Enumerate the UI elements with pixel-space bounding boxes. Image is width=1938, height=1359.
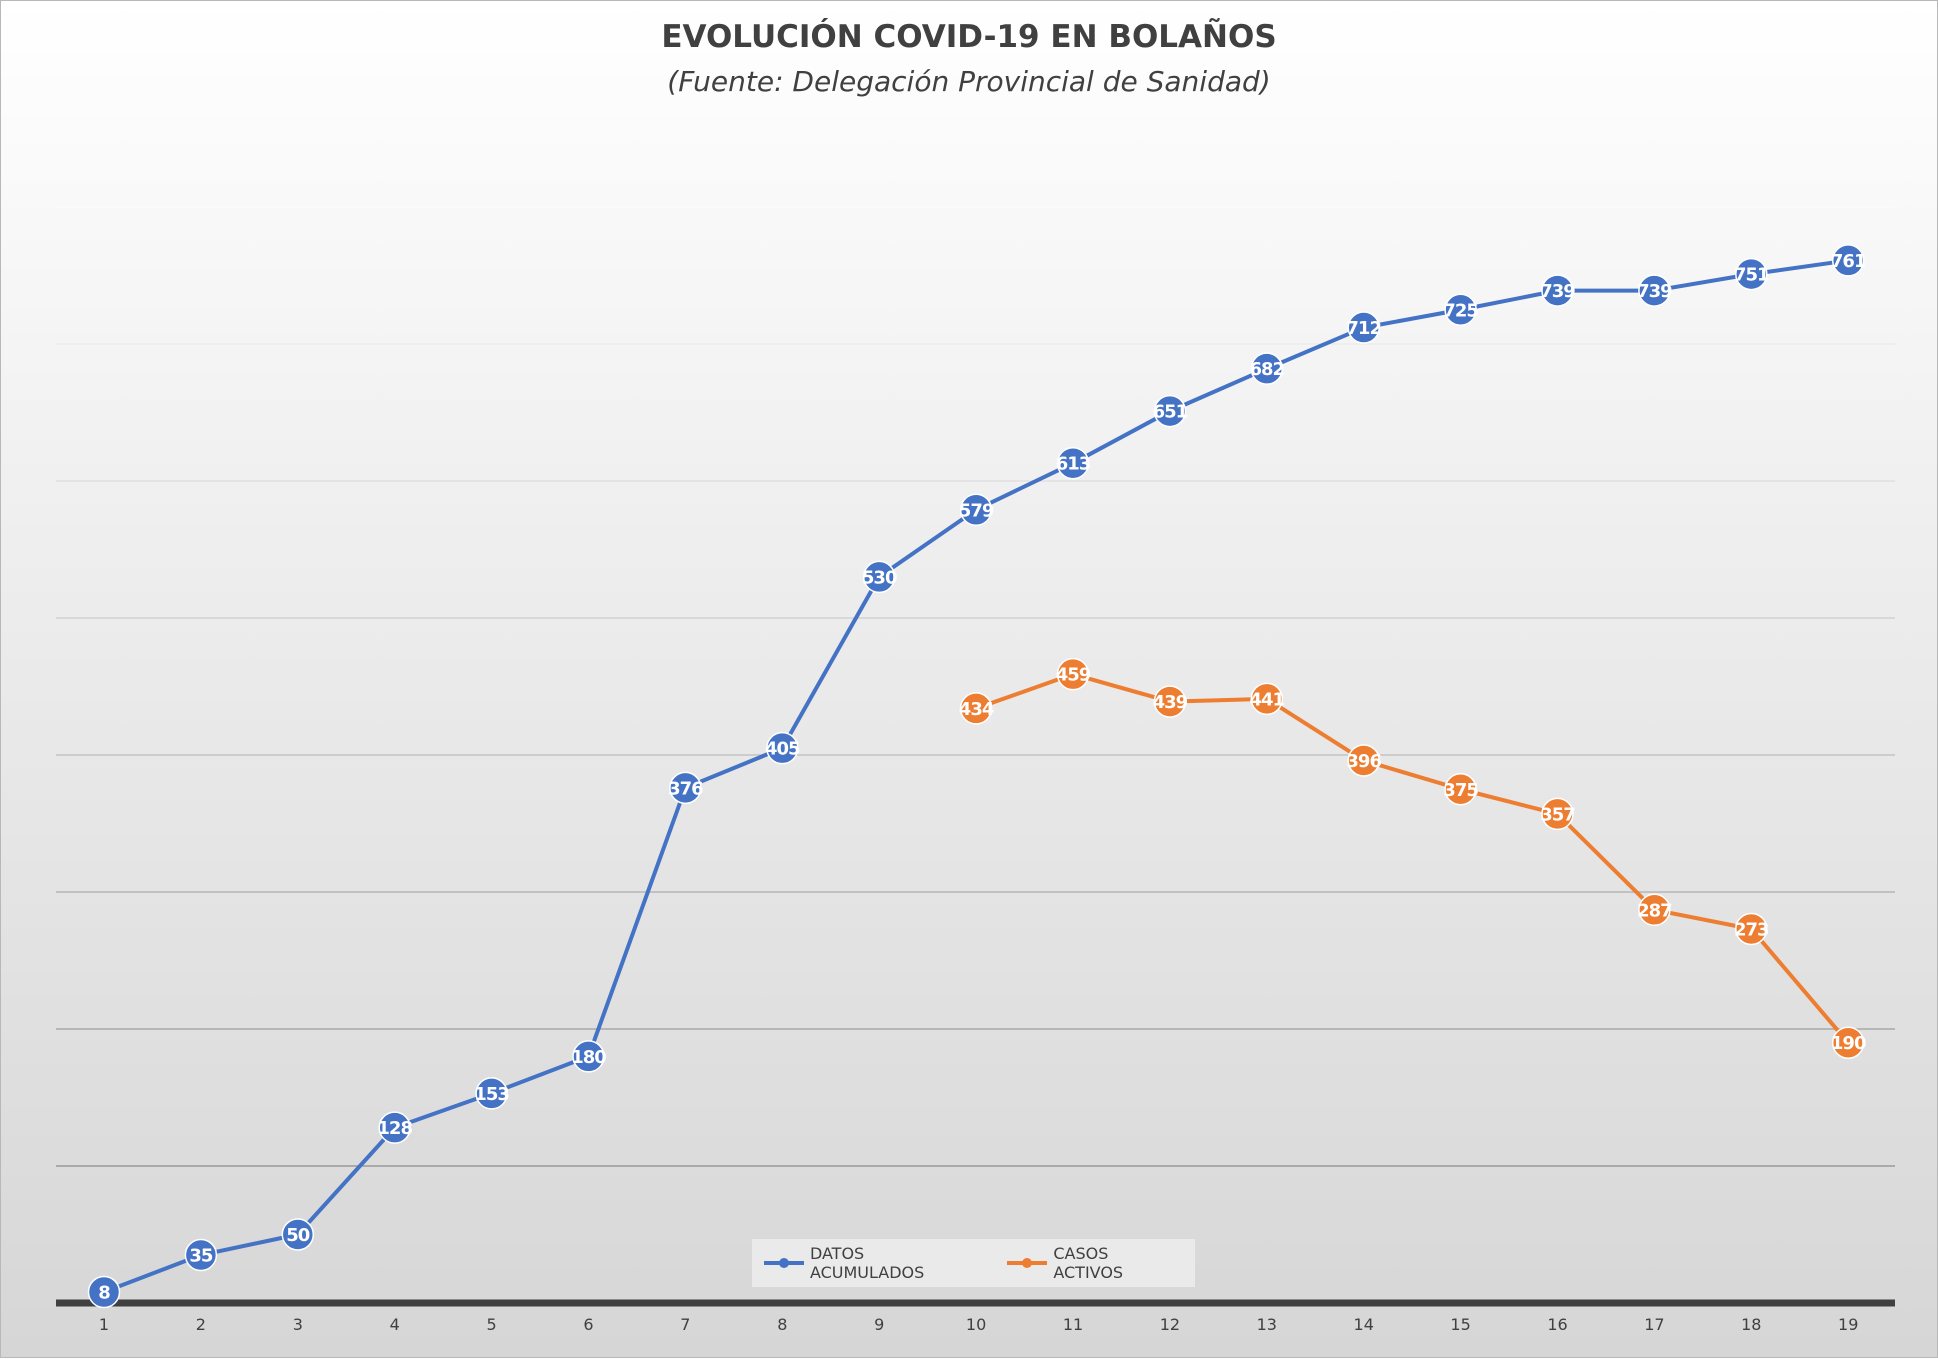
data-point-datos-acumulados[interactable]: [87, 1275, 121, 1309]
data-label-datos-acumulados: 128: [377, 1118, 412, 1139]
data-point-casos-activos[interactable]: [1638, 893, 1671, 927]
data-point-datos-acumulados[interactable]: [1153, 394, 1187, 428]
x-axis: 1 2 3 4 5 6 7 8 9 10 11 12 13 14 15 16 17 18 19: [56, 1299, 1895, 1334]
series-line-casos-activos: [975, 672, 1850, 1044]
data-label-casos-activos: 273: [1734, 919, 1769, 940]
data-label-datos-acumulados: 761: [1831, 251, 1866, 272]
series-line-datos-acumulados: [103, 258, 1849, 1294]
data-point-casos-activos[interactable]: [1250, 682, 1284, 716]
data-label-datos-acumulados: 180: [571, 1047, 606, 1068]
legend-label-datos-acumulados: DATOS ACUMULADOS: [809, 1244, 925, 1282]
x-tick-label: 15: [1450, 1315, 1470, 1334]
data-point-datos-acumulados[interactable]: [1735, 257, 1768, 291]
x-tick-label: 10: [966, 1315, 986, 1334]
grid-layer: [56, 206, 1895, 1167]
data-label-datos-acumulados: 530: [862, 567, 897, 588]
legend-label-casos-activos: CASOS ACTIVOS: [1053, 1244, 1124, 1282]
data-point-datos-acumulados[interactable]: [1250, 352, 1284, 385]
x-tick-label: 3: [293, 1315, 303, 1334]
data-label-datos-acumulados: 50: [286, 1225, 310, 1246]
x-tick-label: 11: [1063, 1315, 1083, 1334]
series-layer: 8 35 50 128 153 180 376 405 530 579 613 651 682 712 72…: [87, 244, 1867, 1309]
data-label-datos-acumulados: 8: [98, 1283, 110, 1304]
x-tick-label: 7: [680, 1315, 690, 1334]
data-label-datos-acumulados: 35: [189, 1246, 213, 1267]
x-tick-label: 8: [777, 1315, 787, 1334]
data-label-datos-acumulados: 739: [1540, 281, 1575, 302]
data-point-datos-acumulados[interactable]: [1444, 293, 1477, 326]
legend-swatch-casos-activos: [1007, 1258, 1048, 1268]
data-point-casos-activos[interactable]: [1831, 1026, 1865, 1059]
legend-entry-casos-activos[interactable]: CASOS ACTIVOS: [1007, 1244, 1183, 1282]
data-point-casos-activos[interactable]: [1056, 657, 1090, 691]
chart-title: EVOLUCIÓN COVID-19 EN BOLAÑOS: [661, 19, 1277, 55]
data-point-datos-acumulados[interactable]: [281, 1218, 315, 1251]
x-tick-label: 4: [390, 1315, 400, 1334]
data-label-casos-activos: 357: [1540, 804, 1575, 825]
x-tick-label: 1: [99, 1315, 109, 1334]
data-point-casos-activos[interactable]: [959, 692, 993, 725]
data-label-casos-activos: 459: [1056, 665, 1091, 686]
data-label-datos-acumulados: 712: [1346, 318, 1381, 339]
data-label-casos-activos: 190: [1831, 1033, 1866, 1054]
x-tick-label: 9: [874, 1315, 884, 1334]
data-label-datos-acumulados: 405: [765, 739, 800, 760]
data-point-datos-acumulados[interactable]: [959, 493, 993, 527]
data-label-datos-acumulados: 751: [1734, 265, 1769, 286]
data-point-datos-acumulados[interactable]: [669, 771, 702, 805]
x-tick-label: 16: [1547, 1315, 1567, 1334]
x-tick-label: 19: [1838, 1315, 1858, 1334]
x-tick-label: 14: [1354, 1315, 1374, 1334]
data-point-datos-acumulados[interactable]: [572, 1040, 605, 1073]
data-point-datos-acumulados[interactable]: [766, 731, 799, 765]
x-tick-label: 13: [1257, 1315, 1277, 1334]
data-point-datos-acumulados[interactable]: [475, 1077, 508, 1110]
data-point-casos-activos[interactable]: [1541, 797, 1574, 831]
data-label-casos-activos: 287: [1637, 900, 1672, 921]
x-tick-label: 18: [1741, 1315, 1761, 1334]
data-label-casos-activos: 441: [1250, 689, 1285, 710]
x-tick-label: 6: [583, 1315, 593, 1334]
data-label-casos-activos: 375: [1443, 780, 1478, 801]
data-label-casos-activos: 434: [959, 699, 994, 720]
data-point-datos-acumulados[interactable]: [862, 560, 896, 594]
data-label-datos-acumulados: 579: [959, 500, 994, 521]
data-point-datos-acumulados[interactable]: [1638, 274, 1671, 307]
data-label-datos-acumulados: 376: [668, 778, 703, 799]
data-label-datos-acumulados: 739: [1637, 281, 1672, 302]
data-point-datos-acumulados[interactable]: [1056, 446, 1090, 480]
data-point-casos-activos[interactable]: [1347, 744, 1380, 777]
legend: DATOS ACUMULADOS CASOS ACTIVOS: [752, 1239, 1195, 1287]
data-point-datos-acumulados[interactable]: [1831, 244, 1865, 277]
data-point-datos-acumulados[interactable]: [378, 1111, 411, 1144]
data-point-casos-activos[interactable]: [1153, 685, 1187, 718]
data-point-datos-acumulados[interactable]: [1541, 274, 1574, 307]
data-point-datos-acumulados[interactable]: [184, 1238, 218, 1272]
x-tick-label: 12: [1160, 1315, 1180, 1334]
data-point-casos-activos[interactable]: [1735, 912, 1768, 946]
data-label-datos-acumulados: 153: [474, 1084, 509, 1105]
data-label-datos-acumulados: 613: [1056, 454, 1091, 475]
data-point-casos-activos[interactable]: [1444, 773, 1477, 806]
chart-subtitle: (Fuente: Delegación Provincial de Sanida…: [667, 65, 1271, 98]
x-tick-label: 17: [1644, 1315, 1664, 1334]
data-label-datos-acumulados: 651: [1153, 402, 1188, 423]
data-point-datos-acumulados[interactable]: [1347, 311, 1380, 344]
x-tick-label: 2: [196, 1315, 206, 1334]
data-label-casos-activos: 439: [1153, 692, 1188, 713]
legend-swatch-datos-acumulados: [764, 1258, 804, 1268]
data-label-datos-acumulados: 682: [1250, 359, 1285, 380]
x-tick-label: 5: [487, 1315, 497, 1334]
data-label-casos-activos: 396: [1346, 751, 1381, 772]
data-label-datos-acumulados: 725: [1443, 300, 1478, 321]
legend-entry-datos-acumulados[interactable]: DATOS ACUMULADOS: [764, 1244, 983, 1282]
